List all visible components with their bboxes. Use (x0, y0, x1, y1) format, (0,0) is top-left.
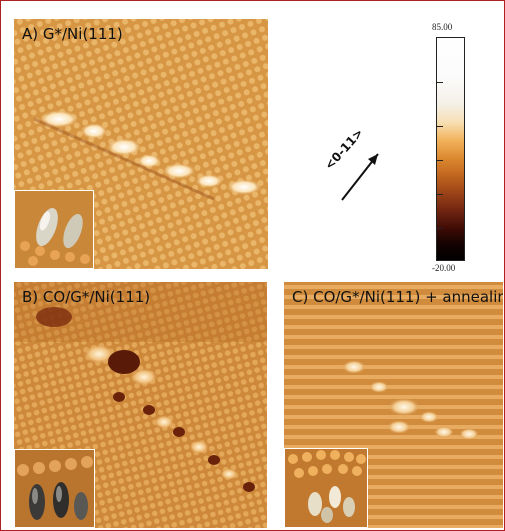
defect-band-b (36, 307, 255, 492)
direction-arrow-icon (341, 153, 379, 201)
panel-label-b: B) CO/G*/Ni(111) (22, 288, 151, 306)
3d-inset-c (284, 448, 368, 528)
height-colorbar: 85.00 -20.00 (420, 17, 480, 273)
colorbar-max-label: 85.00 (432, 22, 453, 32)
panel-label-a: A) G*/Ni(111) (22, 25, 123, 43)
colorbar-gradient (436, 37, 465, 261)
colorbar-tick (437, 126, 443, 127)
colorbar-tick (437, 160, 443, 161)
defect-band-c (342, 360, 479, 440)
stm-panel-c: C) CO/G*/Ni(111) + annealing (284, 282, 503, 528)
3d-inset-a (14, 190, 94, 269)
colorbar-tick (437, 194, 443, 195)
colorbar-min-label: -20.00 (432, 263, 456, 273)
panel-label-c: C) CO/G*/Ni(111) + annealing (292, 288, 503, 306)
stm-panel-a: A) G*/Ni(111) (14, 19, 268, 269)
stm-panel-b: B) CO/G*/Ni(111) (14, 282, 267, 528)
defect-band-a (33, 110, 262, 201)
colorbar-tick (437, 228, 443, 229)
colorbar-tick (437, 82, 443, 83)
3d-inset-b (14, 449, 95, 528)
